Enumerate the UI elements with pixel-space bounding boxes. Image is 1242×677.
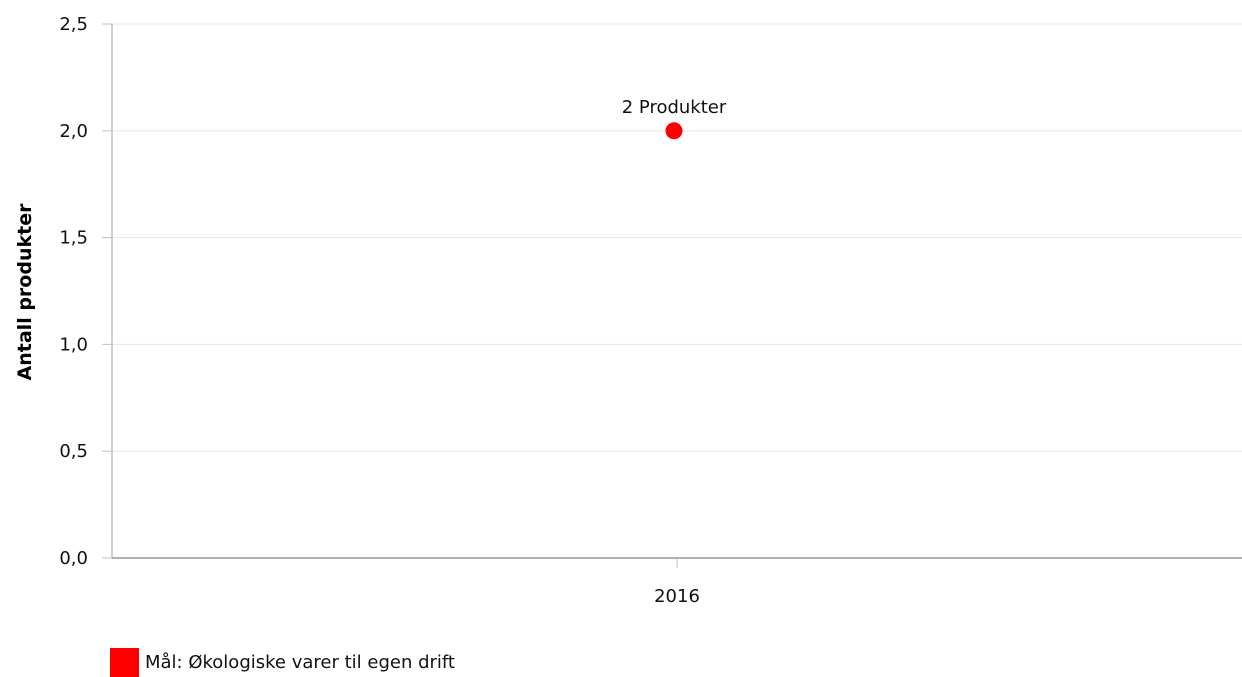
data-point [665, 122, 683, 140]
gridlines [112, 23, 1242, 452]
y-tick-label: 1,0 [59, 334, 88, 355]
axes [102, 23, 1242, 568]
y-tick-label: 2,5 [59, 14, 88, 35]
y-tick-label: 0,0 [59, 548, 88, 569]
y-tick-label: 2,0 [59, 121, 88, 142]
data-points: 2 Produkter [622, 97, 727, 140]
y-tick-label: 1,5 [59, 228, 88, 249]
legend-swatch [110, 647, 139, 677]
y-tick-labels: 0,0 0,5 1,0 1,5 2,0 2,5 [59, 14, 88, 569]
chart-svg: 0,0 0,5 1,0 1,5 2,0 2,5 2016 2 Produkter Anta… [14, 14, 1242, 607]
x-tick-label: 2016 [654, 586, 700, 607]
y-axis-title: Antall produkter [14, 203, 36, 381]
x-tick-labels: 2016 [654, 586, 700, 607]
legend: Mål: Økologiske varer til egen drift [110, 647, 455, 677]
legend-label: Mål: Økologiske varer til egen drift [145, 651, 455, 673]
y-tick-label: 0,5 [59, 441, 88, 462]
data-label: 2 Produkter [622, 97, 727, 118]
